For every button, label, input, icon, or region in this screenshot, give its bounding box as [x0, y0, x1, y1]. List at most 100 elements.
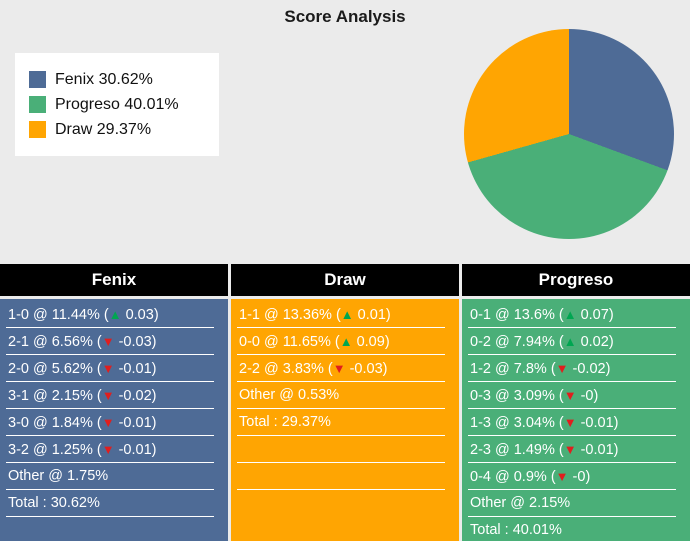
- delta-value: -0.03: [349, 361, 383, 377]
- paren-open: (: [554, 442, 564, 458]
- paren-close: ): [585, 469, 591, 485]
- score-text: 0-2 @ 7.94%: [470, 334, 555, 350]
- score-text: Total : 30.62%: [8, 495, 100, 511]
- table-header: Draw: [231, 264, 459, 296]
- score-text: 1-1 @ 13.36%: [239, 307, 332, 323]
- up-arrow-icon: ▲: [563, 307, 577, 322]
- paren-close: ): [613, 442, 619, 458]
- paren-open: (: [92, 361, 102, 377]
- pie-chart: [464, 29, 674, 239]
- score-text: Other @ 2.15%: [470, 495, 571, 511]
- score-tables: Fenix 1-0 @ 11.44% (▲ 0.03) 2-1 @ 6.56% (▼ -…: [0, 264, 690, 541]
- table-row: 2-1 @ 6.56% (▼ -0.03): [6, 328, 214, 355]
- paren-open: (: [546, 469, 556, 485]
- table-row: 2-3 @ 1.49% (▼ -0.01): [468, 436, 676, 463]
- paren-open: (: [92, 442, 102, 458]
- down-arrow-icon: ▼: [101, 442, 115, 457]
- score-text: 2-3 @ 1.49%: [470, 442, 555, 458]
- paren-close: ): [153, 307, 159, 323]
- delta-value: -0.03: [118, 334, 152, 350]
- paren-close: ): [151, 388, 157, 404]
- delta-value: -0.02: [118, 388, 152, 404]
- paren-open: (: [554, 415, 564, 431]
- up-arrow-icon: ▲: [339, 334, 353, 349]
- delta-value: 0.07: [580, 307, 609, 323]
- chart-section: Fenix 30.62% Progreso 40.01% Draw 29.37%: [0, 27, 690, 264]
- pie-legend: Fenix 30.62% Progreso 40.01% Draw 29.37%: [15, 53, 219, 156]
- paren-close: ): [151, 442, 157, 458]
- paren-open: (: [554, 388, 564, 404]
- table-row: 0-2 @ 7.94% (▲ 0.02): [468, 328, 676, 355]
- down-arrow-icon: ▼: [563, 442, 577, 457]
- table-row: Other @ 0.53%: [237, 382, 445, 409]
- score-text: Total : 40.01%: [470, 522, 562, 538]
- paren-close: ): [608, 334, 614, 350]
- paren-close: ): [613, 415, 619, 431]
- delta-value: 0.03: [125, 307, 154, 323]
- legend-label: Draw 29.37%: [55, 120, 152, 138]
- down-arrow-icon: ▼: [101, 415, 115, 430]
- paren-open: (: [323, 361, 333, 377]
- delta-value: 0.01: [357, 307, 386, 323]
- table-row: Total : 29.37%: [237, 409, 445, 436]
- page-title: Score Analysis: [284, 7, 406, 26]
- paren-close: ): [384, 334, 390, 350]
- paren-open: (: [554, 307, 564, 323]
- table-header: Progreso: [462, 264, 690, 296]
- paren-open: (: [92, 334, 102, 350]
- table-body: 1-1 @ 13.36% (▲ 0.01) 0-0 @ 11.65% (▲ 0.09)…: [231, 299, 459, 541]
- score-text: 1-0 @ 11.44%: [8, 307, 100, 323]
- paren-open: (: [554, 334, 564, 350]
- table-row: 3-0 @ 1.84% (▼ -0.01): [6, 409, 214, 436]
- table-row: 2-0 @ 5.62% (▼ -0.01): [6, 355, 214, 382]
- delta-value: -0.01: [118, 415, 152, 431]
- score-text: Total : 29.37%: [239, 414, 331, 430]
- down-arrow-icon: ▼: [563, 415, 577, 430]
- table-row: 1-1 @ 13.36% (▲ 0.01): [237, 301, 445, 328]
- up-arrow-icon: ▲: [340, 307, 354, 322]
- up-arrow-icon: ▲: [563, 334, 577, 349]
- paren-open: (: [92, 388, 102, 404]
- score-text: 2-0 @ 5.62%: [8, 361, 93, 377]
- delta-value: -0.01: [580, 442, 614, 458]
- score-text: Other @ 1.75%: [8, 468, 109, 484]
- score-table-progreso: Progreso 0-1 @ 13.6% (▲ 0.07) 0-2 @ 7.94% (…: [462, 264, 690, 541]
- table-row: 0-0 @ 11.65% (▲ 0.09): [237, 328, 445, 355]
- paren-close: ): [151, 361, 157, 377]
- table-row: 3-1 @ 2.15% (▼ -0.02): [6, 382, 214, 409]
- delta-value: -0: [580, 388, 594, 404]
- score-text: 0-0 @ 11.65%: [239, 334, 331, 350]
- table-row: 1-2 @ 7.8% (▼ -0.02): [468, 355, 676, 382]
- legend-item: Draw 29.37%: [29, 117, 197, 142]
- legend-swatch-icon: [29, 96, 46, 113]
- down-arrow-icon: ▼: [101, 388, 115, 403]
- paren-close: ): [382, 361, 388, 377]
- down-arrow-icon: ▼: [555, 469, 569, 484]
- delta-value: -0.01: [118, 442, 152, 458]
- legend-label: Fenix 30.62%: [55, 70, 153, 88]
- paren-open: (: [92, 415, 102, 431]
- table-row: 0-4 @ 0.9% (▼ -0): [468, 463, 676, 490]
- score-table-draw: Draw 1-1 @ 13.36% (▲ 0.01) 0-0 @ 11.65% (▲ 0…: [231, 264, 459, 541]
- paren-open: (: [99, 307, 109, 323]
- delta-value: -0: [572, 469, 586, 485]
- score-text: 2-1 @ 6.56%: [8, 334, 93, 350]
- table-row: 0-3 @ 3.09% (▼ -0): [468, 382, 676, 409]
- legend-swatch-icon: [29, 71, 46, 88]
- paren-close: ): [593, 388, 599, 404]
- paren-close: ): [151, 415, 157, 431]
- score-text: 2-2 @ 3.83%: [239, 361, 324, 377]
- legend-item: Progreso 40.01%: [29, 92, 197, 117]
- down-arrow-icon: ▼: [101, 334, 115, 349]
- table-row: Other @ 2.15%: [468, 490, 676, 517]
- score-table-fenix: Fenix 1-0 @ 11.44% (▲ 0.03) 2-1 @ 6.56% (▼ -…: [0, 264, 228, 541]
- score-text: 3-2 @ 1.25%: [8, 442, 93, 458]
- score-text: 0-4 @ 0.9%: [470, 469, 547, 485]
- table-row: Total : 30.62%: [6, 490, 214, 517]
- table-body: 0-1 @ 13.6% (▲ 0.07) 0-2 @ 7.94% (▲ 0.02) 1-…: [462, 299, 690, 541]
- score-text: 0-3 @ 3.09%: [470, 388, 555, 404]
- paren-open: (: [330, 334, 340, 350]
- table-body: 1-0 @ 11.44% (▲ 0.03) 2-1 @ 6.56% (▼ -0.03)…: [0, 299, 228, 541]
- delta-value: -0.02: [572, 361, 606, 377]
